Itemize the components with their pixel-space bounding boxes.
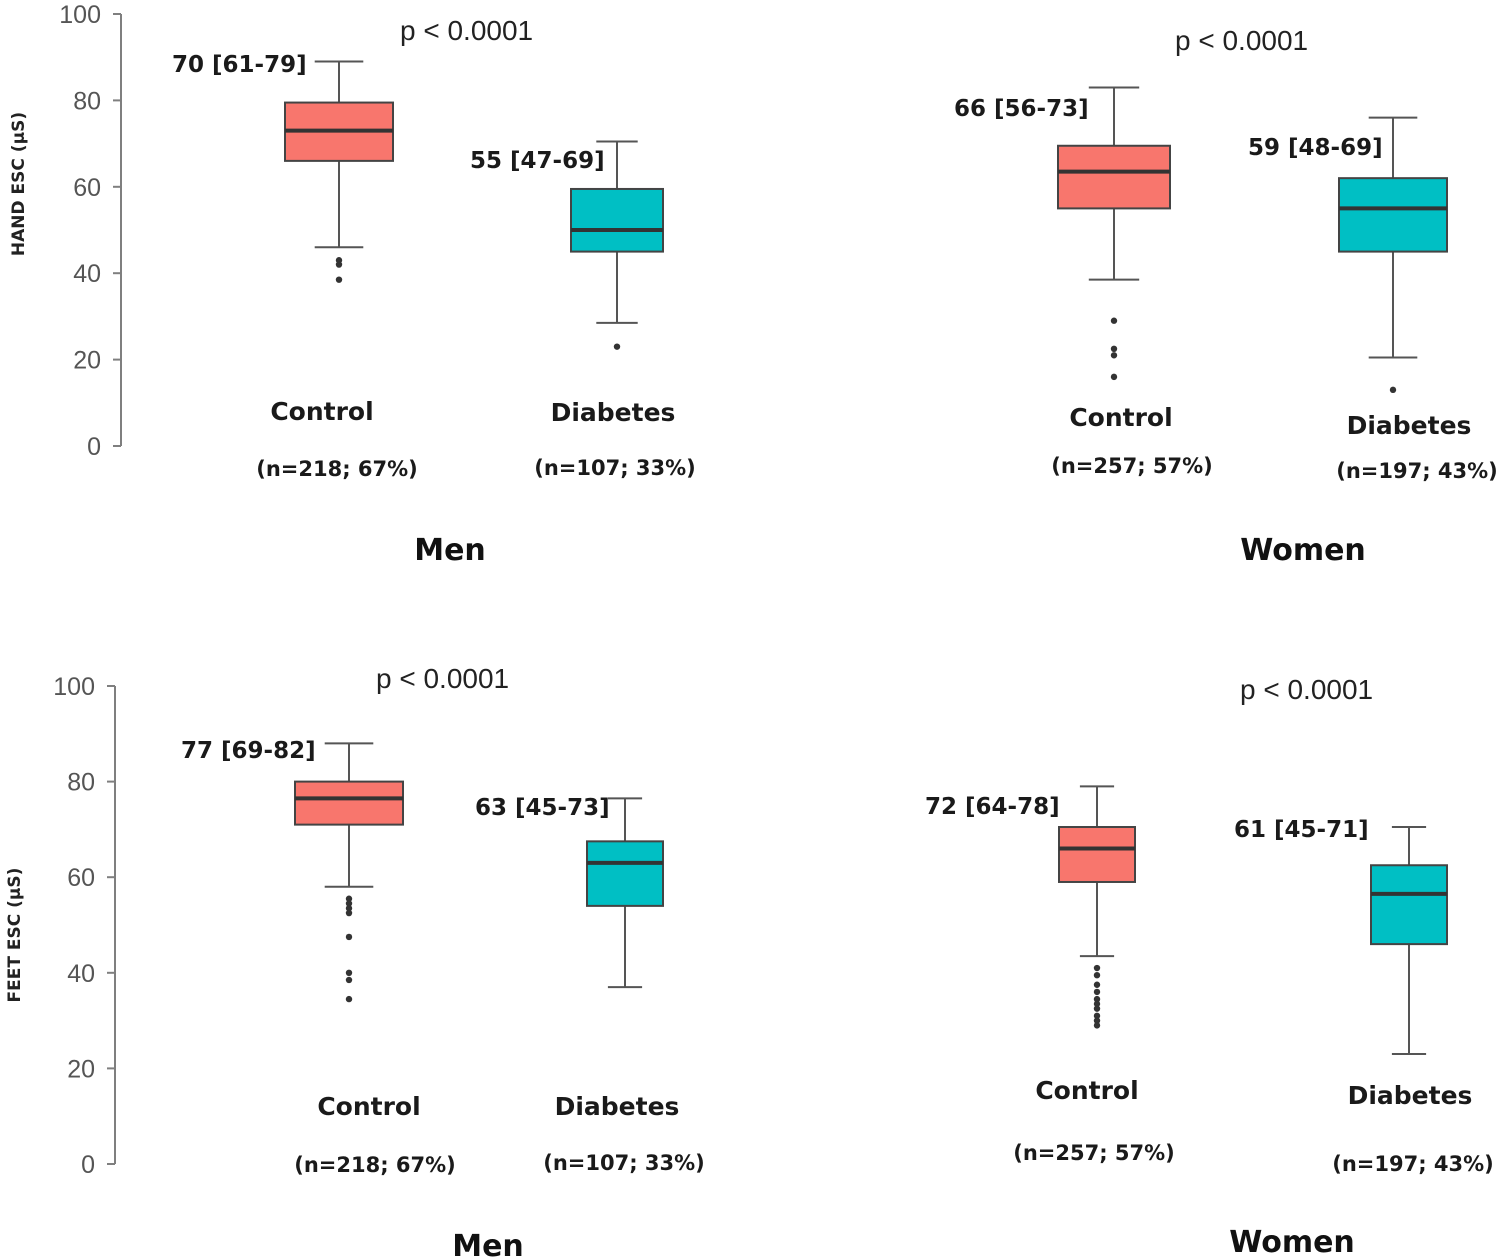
hand-women-control-annotation: 66 [56-73] — [954, 96, 1089, 122]
feet-women-control-box — [1058, 785, 1136, 1029]
hand-men-diabetes-annotation: 55 [47-69] — [470, 148, 605, 174]
feet-men-diabetes-iqr-box — [586, 840, 664, 907]
feet-men-control-outlier — [345, 900, 353, 907]
feet-men-group-label: Men — [452, 1229, 524, 1260]
feet-women-control-annotation: 72 [64-78] — [925, 794, 1060, 820]
y-tick-label: 0 — [81, 1151, 95, 1179]
hand-women-control-iqr-box — [1057, 144, 1171, 210]
feet-women-diabetes-count: (n=197; 43%) — [1332, 1152, 1494, 1176]
hand-men-control-box — [284, 60, 394, 283]
y-tick-label: 20 — [67, 1055, 95, 1083]
hand-women-diabetes-iqr-box — [1338, 177, 1448, 253]
feet-women-control-iqr-box — [1058, 826, 1136, 883]
feet-women-control-outlier — [1093, 1022, 1101, 1029]
feet-men-diabetes-annotation: 63 [45-73] — [475, 795, 610, 821]
y-tick-label: 60 — [73, 174, 101, 202]
feet-women-control-outlier — [1093, 964, 1101, 972]
feet-women-control-outlier — [1093, 1000, 1101, 1008]
feet-women-pvalue: p < 0.0001 — [1240, 674, 1373, 705]
feet-men-control-box — [294, 742, 404, 1003]
hand-women-diabetes-box — [1338, 116, 1448, 394]
feet-men-diabetes-label: Diabetes — [555, 1092, 680, 1121]
y-tick-label: 80 — [73, 87, 101, 115]
feet-women-diabetes-iqr-box — [1370, 864, 1448, 946]
feet-men-control-outlier — [345, 933, 353, 941]
feet-y-axis-label: FEET ESC (µS) — [5, 868, 25, 1003]
feet-men-control-outlier — [345, 995, 353, 1003]
hand-women-diabetes-label: Diabetes — [1347, 411, 1472, 440]
hand-men-diabetes-label: Diabetes — [551, 398, 676, 427]
hand-men-diabetes-outlier — [613, 343, 621, 350]
hand-men-control-count: (n=218; 67%) — [256, 457, 418, 481]
feet-women-control-label: Control — [1035, 1076, 1138, 1105]
feet-women-control-outlier — [1093, 995, 1101, 1003]
feet-men-control-outlier — [345, 905, 353, 912]
hand-women-control-outlier — [1110, 352, 1118, 359]
feet-women-control-outlier — [1093, 1017, 1101, 1024]
hand-women-control-outlier — [1110, 317, 1118, 324]
feet-men-control-outlier — [345, 969, 353, 976]
feet-women-control-outlier — [1093, 981, 1101, 988]
hand-y-axis-label: HAND ESC (µS) — [9, 112, 29, 256]
y-tick-label: 40 — [67, 960, 95, 988]
hand-women-diabetes-count: (n=197; 43%) — [1336, 459, 1498, 483]
hand-women-diabetes-outlier — [1389, 386, 1397, 394]
y-tick-label: 20 — [73, 347, 101, 375]
y-tick-label: 40 — [73, 260, 101, 288]
hand-men-group-label: Men — [414, 533, 486, 568]
y-tick-label: 100 — [59, 1, 101, 29]
feet-women-diabetes-annotation: 61 [45-71] — [1234, 817, 1369, 843]
hand-women-control-outlier — [1110, 373, 1118, 381]
feet-women-control-outlier — [1093, 971, 1101, 979]
feet-men-control-label: Control — [317, 1092, 420, 1121]
feet-men-control-iqr-box — [294, 780, 404, 826]
feet-men-control-outlier — [345, 909, 353, 917]
y-tick-label: 100 — [53, 673, 95, 701]
hand-y-ticks: 0 20 40 60 80 100 — [59, 1, 121, 461]
feet-women-control-outlier — [1093, 1012, 1101, 1020]
feet-men-diabetes-count: (n=107; 33%) — [543, 1151, 705, 1175]
hand-men-diabetes-count: (n=107; 33%) — [534, 456, 696, 480]
feet-men-control-outlier — [345, 976, 353, 984]
hand-men-diabetes-box — [570, 140, 664, 350]
hand-men-control-annotation: 70 [61-79] — [172, 52, 307, 78]
feet-women-control-outlier — [1093, 988, 1101, 996]
hand-box-marks — [284, 60, 1448, 394]
feet-women-group-label: Women — [1229, 1225, 1355, 1260]
feet-women-diabetes-box — [1370, 826, 1448, 1056]
feet-women-diabetes-label: Diabetes — [1348, 1081, 1473, 1110]
feet-men-control-outlier — [345, 895, 353, 902]
hand-men-diabetes-iqr-box — [570, 187, 664, 253]
hand-men-control-outlier — [335, 276, 343, 283]
hand-men-pvalue: p < 0.0001 — [400, 15, 533, 46]
hand-women-control-label: Control — [1069, 403, 1172, 432]
feet-men-diabetes-box — [586, 797, 664, 989]
feet-men-control-count: (n=218; 67%) — [294, 1153, 456, 1177]
y-tick-label: 60 — [67, 864, 95, 892]
feet-men-pvalue: p < 0.0001 — [376, 663, 509, 694]
hand-women-control-count: (n=257; 57%) — [1051, 454, 1213, 478]
hand-women-control-outlier — [1110, 345, 1118, 352]
feet-esc-chart: 0 20 40 60 80 100 FEET ESC (µS) p < 0.0001 77… — [5, 663, 1494, 1260]
hand-women-diabetes-annotation: 59 [48-69] — [1248, 135, 1383, 161]
feet-women-control-outlier — [1093, 1005, 1101, 1012]
hand-men-control-outlier — [335, 261, 343, 268]
y-tick-label: 80 — [67, 769, 95, 797]
y-tick-label: 0 — [87, 433, 101, 461]
hand-women-pvalue: p < 0.0001 — [1175, 25, 1308, 56]
hand-women-group-label: Women — [1240, 533, 1366, 568]
feet-women-control-count: (n=257; 57%) — [1013, 1141, 1175, 1165]
hand-men-control-label: Control — [270, 397, 373, 426]
hand-women-control-box — [1057, 86, 1171, 381]
feet-men-control-annotation: 77 [69-82] — [181, 738, 316, 764]
hand-esc-chart: 0 20 40 60 80 100 HAND ESC (µS) p < 0.0001 70… — [9, 1, 1498, 568]
feet-box-marks — [294, 742, 1448, 1056]
feet-y-ticks: 0 20 40 60 80 100 — [53, 673, 115, 1179]
